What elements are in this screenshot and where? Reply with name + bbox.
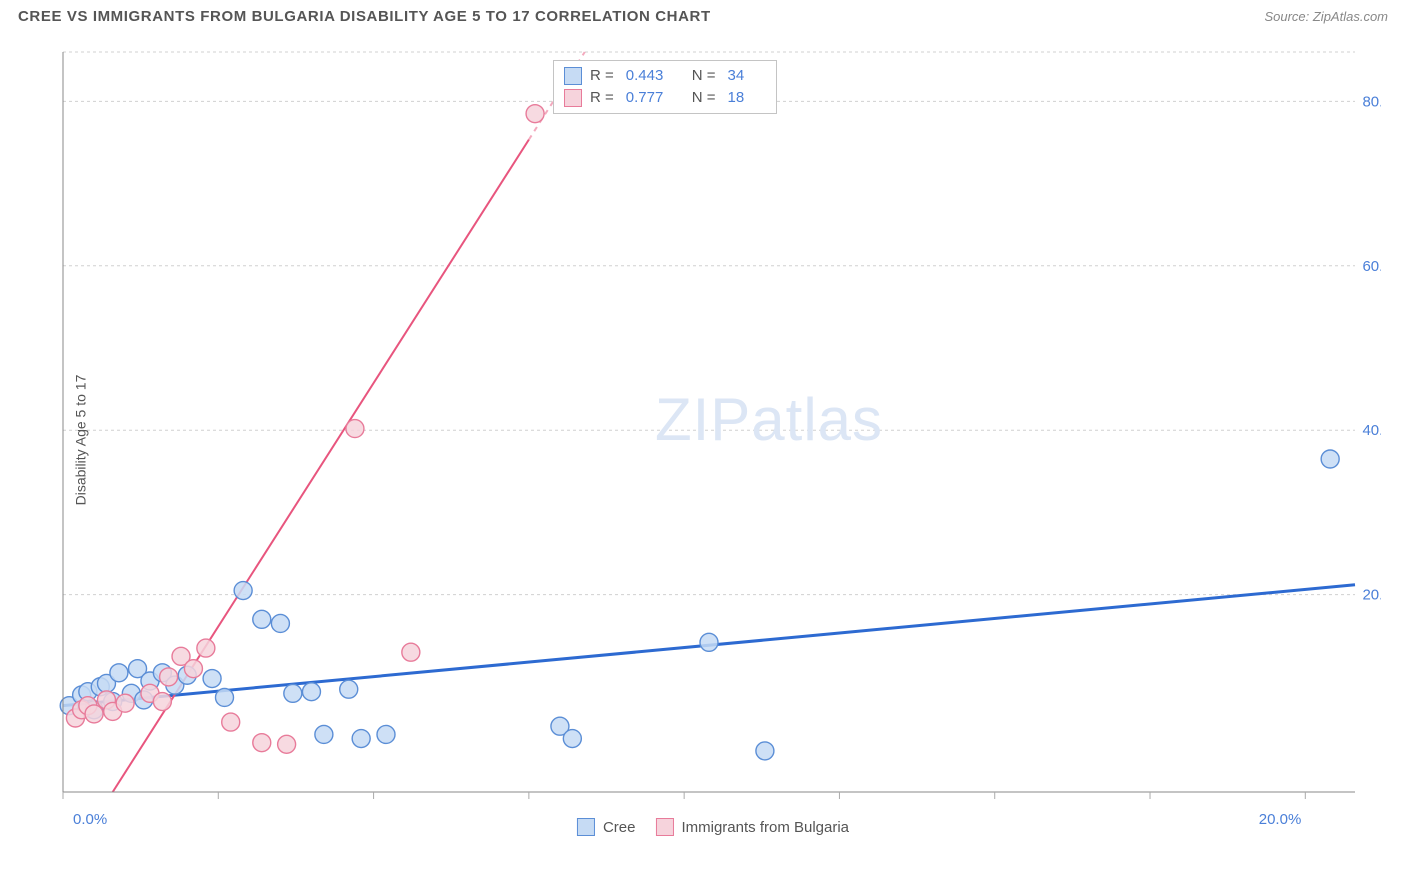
legend-swatch	[577, 818, 595, 836]
svg-text:20.0%: 20.0%	[1259, 811, 1302, 828]
legend-swatch	[655, 818, 673, 836]
svg-text:80.0%: 80.0%	[1362, 93, 1381, 110]
chart-container: Disability Age 5 to 17 20.0% 40.0% 60.0% 80…	[45, 40, 1381, 840]
series-name: Cree	[603, 819, 636, 836]
chart-title: CREE VS IMMIGRANTS FROM BULGARIA DISABIL…	[18, 8, 711, 25]
svg-text:0.0%: 0.0%	[73, 811, 107, 828]
r-value: 0.777	[626, 87, 670, 109]
legend-swatch	[564, 67, 582, 85]
stats-legend: R = 0.443 N = 34 R = 0.777 N = 18	[553, 60, 777, 114]
source-label: Source: ZipAtlas.com	[1264, 9, 1388, 24]
r-label: R =	[590, 65, 614, 87]
n-value: 18	[728, 87, 752, 109]
series-legend: Cree Immigrants from Bulgaria	[577, 818, 849, 836]
n-label: N =	[692, 87, 716, 109]
svg-text:20.0%: 20.0%	[1362, 587, 1381, 604]
scatter-chart: 20.0% 40.0% 60.0% 80.0% ZIPatlas 0.0% 20.0%	[45, 40, 1381, 840]
series-name: Immigrants from Bulgaria	[681, 819, 849, 836]
stats-legend-row: R = 0.777 N = 18	[564, 87, 766, 109]
r-value: 0.443	[626, 65, 670, 87]
r-label: R =	[590, 87, 614, 109]
stats-legend-row: R = 0.443 N = 34	[564, 65, 766, 87]
svg-text:40.0%: 40.0%	[1362, 422, 1381, 439]
n-label: N =	[692, 65, 716, 87]
series-legend-item: Immigrants from Bulgaria	[655, 818, 849, 836]
n-value: 34	[728, 65, 752, 87]
legend-swatch	[564, 89, 582, 107]
chart-header: CREE VS IMMIGRANTS FROM BULGARIA DISABIL…	[0, 0, 1406, 29]
y-axis-label: Disability Age 5 to 17	[72, 375, 88, 506]
svg-text:ZIPatlas: ZIPatlas	[655, 386, 883, 453]
series-legend-item: Cree	[577, 818, 636, 836]
svg-text:60.0%: 60.0%	[1362, 258, 1381, 275]
